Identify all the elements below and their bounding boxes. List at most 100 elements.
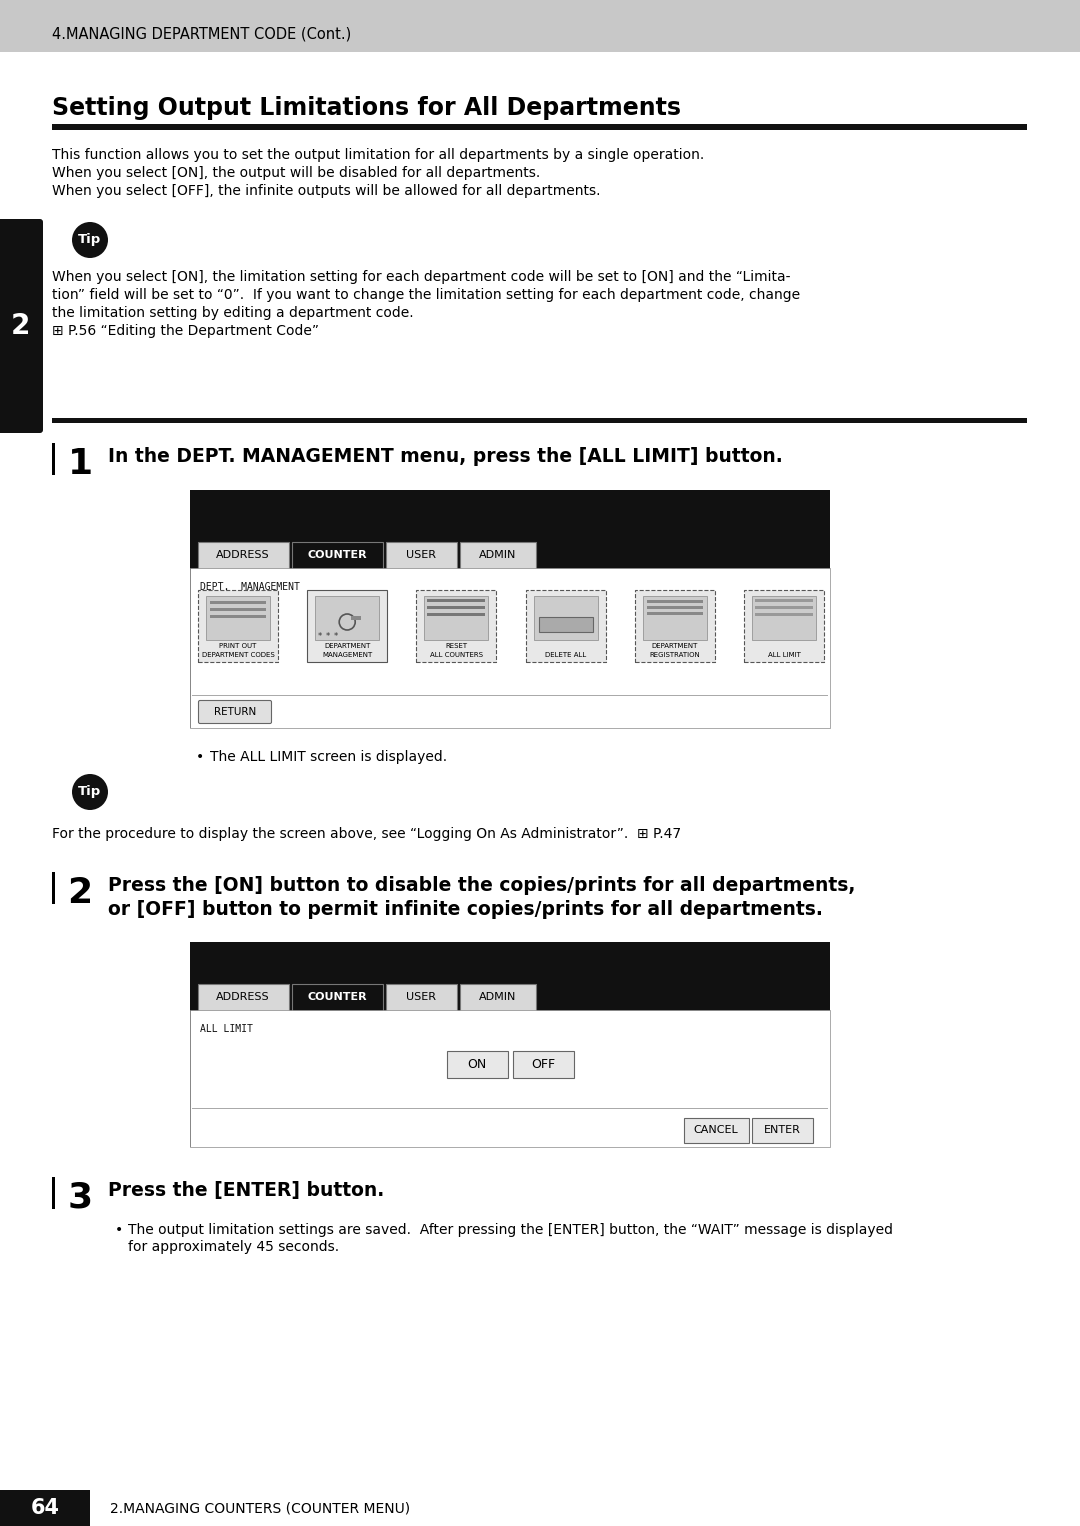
Text: 2: 2 xyxy=(11,311,29,340)
Bar xyxy=(428,600,485,601)
Text: ADDRESS: ADDRESS xyxy=(216,549,270,560)
Text: DEPARTMENT: DEPARTMENT xyxy=(651,642,698,649)
Bar xyxy=(534,597,597,639)
FancyBboxPatch shape xyxy=(684,1117,748,1143)
Text: Tip: Tip xyxy=(79,233,102,247)
Bar xyxy=(190,490,831,728)
Bar xyxy=(647,612,703,615)
Bar xyxy=(752,597,816,639)
Text: Press the [ENTER] button.: Press the [ENTER] button. xyxy=(108,1181,384,1199)
FancyBboxPatch shape xyxy=(386,983,457,1010)
Bar xyxy=(424,597,488,639)
Text: ⊞ P.56 “Editing the Department Code”: ⊞ P.56 “Editing the Department Code” xyxy=(52,324,319,337)
Bar xyxy=(0,0,1080,52)
Bar xyxy=(210,601,266,604)
Text: *: * xyxy=(334,632,338,641)
Bar xyxy=(307,591,388,662)
Bar xyxy=(52,1177,55,1209)
Bar xyxy=(52,871,55,903)
Bar xyxy=(190,1010,831,1148)
Text: USER: USER xyxy=(406,992,436,1003)
Bar xyxy=(647,606,703,609)
FancyBboxPatch shape xyxy=(198,983,288,1010)
Circle shape xyxy=(72,774,108,810)
Bar xyxy=(643,597,706,639)
Text: ADMIN: ADMIN xyxy=(478,549,516,560)
Bar xyxy=(755,606,813,609)
Bar xyxy=(315,597,379,639)
Text: *: * xyxy=(319,632,322,641)
Bar xyxy=(647,600,703,603)
Bar xyxy=(190,942,831,1148)
FancyBboxPatch shape xyxy=(446,1050,508,1077)
Text: COUNTER: COUNTER xyxy=(307,549,367,560)
Text: DELETE ALL: DELETE ALL xyxy=(545,652,586,658)
Text: for approximately 45 seconds.: for approximately 45 seconds. xyxy=(129,1241,339,1254)
Text: USER: USER xyxy=(406,549,436,560)
Text: ON: ON xyxy=(468,1058,487,1071)
Text: 4.MANAGING DEPARTMENT CODE (Cont.): 4.MANAGING DEPARTMENT CODE (Cont.) xyxy=(52,26,351,41)
Text: ENTER: ENTER xyxy=(764,1125,800,1135)
Bar xyxy=(210,607,266,610)
Text: or [OFF] button to permit infinite copies/prints for all departments.: or [OFF] button to permit infinite copie… xyxy=(108,900,823,919)
Text: OFF: OFF xyxy=(531,1058,555,1071)
Text: PRINT OUT: PRINT OUT xyxy=(219,642,257,649)
FancyBboxPatch shape xyxy=(292,542,382,569)
FancyBboxPatch shape xyxy=(752,1117,812,1143)
Text: 3: 3 xyxy=(67,1181,93,1215)
Bar xyxy=(635,591,715,662)
Circle shape xyxy=(72,221,108,258)
Text: •: • xyxy=(195,749,204,765)
Bar xyxy=(755,600,813,601)
FancyBboxPatch shape xyxy=(199,700,271,723)
Bar xyxy=(52,124,1027,130)
FancyBboxPatch shape xyxy=(0,1489,90,1526)
Text: When you select [OFF], the infinite outputs will be allowed for all departments.: When you select [OFF], the infinite outp… xyxy=(52,185,600,198)
FancyBboxPatch shape xyxy=(459,983,536,1010)
FancyBboxPatch shape xyxy=(386,542,457,569)
Text: ALL LIMIT: ALL LIMIT xyxy=(200,1024,253,1035)
Text: 2: 2 xyxy=(67,876,93,909)
Bar xyxy=(526,591,606,662)
FancyBboxPatch shape xyxy=(198,542,288,569)
Text: In the DEPT. MANAGEMENT menu, press the [ALL LIMIT] button.: In the DEPT. MANAGEMENT menu, press the … xyxy=(108,447,783,465)
Text: RESET: RESET xyxy=(445,642,468,649)
FancyBboxPatch shape xyxy=(0,220,43,433)
Text: tion” field will be set to “0”.  If you want to change the limitation setting fo: tion” field will be set to “0”. If you w… xyxy=(52,288,800,302)
Text: DEPARTMENT CODES: DEPARTMENT CODES xyxy=(202,652,274,658)
Bar xyxy=(428,613,485,617)
Text: This function allows you to set the output limitation for all departments by a s: This function allows you to set the outp… xyxy=(52,148,704,162)
Text: DEPARTMENT: DEPARTMENT xyxy=(324,642,370,649)
Text: DEPT.  MANAGEMENT: DEPT. MANAGEMENT xyxy=(200,581,300,592)
Bar xyxy=(198,591,278,662)
FancyBboxPatch shape xyxy=(459,542,536,569)
Text: 2.MANAGING COUNTERS (COUNTER MENU): 2.MANAGING COUNTERS (COUNTER MENU) xyxy=(110,1502,410,1515)
Text: *: * xyxy=(326,632,330,641)
Bar xyxy=(210,615,266,618)
Text: The output limitation settings are saved.  After pressing the [ENTER] button, th: The output limitation settings are saved… xyxy=(129,1222,893,1238)
Text: •: • xyxy=(114,1222,123,1238)
Text: RETURN: RETURN xyxy=(214,707,256,717)
Text: Tip: Tip xyxy=(79,786,102,798)
Bar xyxy=(417,591,497,662)
Text: ALL LIMIT: ALL LIMIT xyxy=(768,652,800,658)
Text: ALL COUNTERS: ALL COUNTERS xyxy=(430,652,483,658)
Bar xyxy=(539,617,593,632)
Bar xyxy=(755,613,813,617)
Bar xyxy=(206,597,270,639)
Bar xyxy=(190,568,831,728)
Text: The ALL LIMIT screen is displayed.: The ALL LIMIT screen is displayed. xyxy=(210,749,447,765)
Bar xyxy=(52,418,1027,423)
Text: CANCEL: CANCEL xyxy=(693,1125,739,1135)
Text: MANAGEMENT: MANAGEMENT xyxy=(322,652,373,658)
Text: When you select [ON], the limitation setting for each department code will be se: When you select [ON], the limitation set… xyxy=(52,270,791,284)
FancyBboxPatch shape xyxy=(513,1050,573,1077)
Bar xyxy=(428,606,485,609)
Bar xyxy=(52,443,55,475)
Bar xyxy=(351,617,361,620)
Text: When you select [ON], the output will be disabled for all departments.: When you select [ON], the output will be… xyxy=(52,166,540,180)
Text: the limitation setting by editing a department code.: the limitation setting by editing a depa… xyxy=(52,307,414,320)
Text: Setting Output Limitations for All Departments: Setting Output Limitations for All Depar… xyxy=(52,96,681,121)
Text: 64: 64 xyxy=(30,1499,59,1518)
Text: COUNTER: COUNTER xyxy=(307,992,367,1003)
